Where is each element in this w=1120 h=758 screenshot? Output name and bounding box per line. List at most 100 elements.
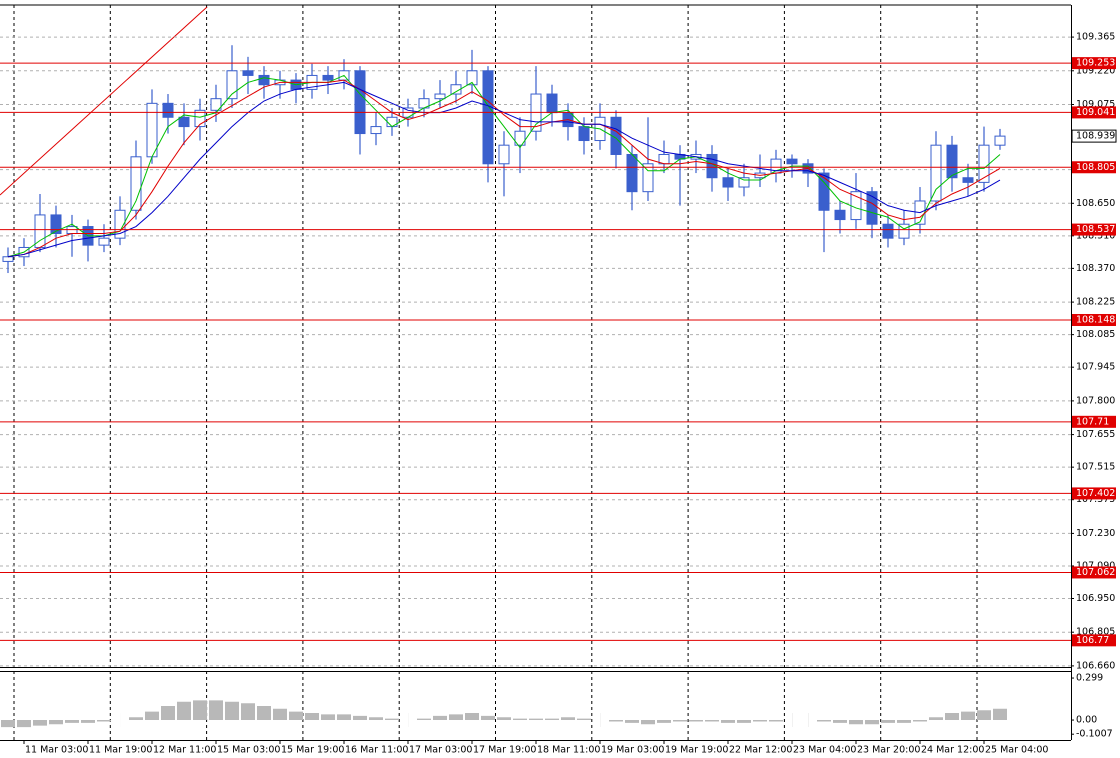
level-label-box [1072,223,1116,236]
y-tick-label: 109.075 [1076,99,1115,110]
x-tick-label: 24 Mar 12:00 [921,745,984,756]
candle-body [642,163,654,193]
candle-body [722,177,734,188]
candle-body [258,74,270,86]
level-label: 106.77 [1076,635,1109,646]
candle-body [866,191,878,225]
y-tick-label: -0.1007 [1076,729,1113,740]
level-label-box [1072,566,1116,579]
level-label: 108.148 [1076,314,1115,325]
candle-body [146,102,158,158]
x-tick-label: 19 Mar 03:00 [601,745,664,756]
candle-body [978,144,990,183]
candle-body [786,158,798,165]
y-tick-label: 107.655 [1076,429,1115,440]
candle-body [226,70,238,100]
level-label: 107.402 [1076,488,1115,499]
last-price-box [1071,129,1117,143]
candle-body [546,93,558,114]
level-label-box [1072,634,1116,647]
y-tick-label: 109.365 [1076,32,1115,43]
moving-average [7,74,1001,258]
level-label-box [1072,313,1116,326]
last-price-label: 108.939 [1076,131,1115,142]
candle-body [178,116,190,128]
candle-body [354,70,366,135]
x-tick-label: 17 Mar 19:00 [473,745,536,756]
y-tick-label: 107.090 [1076,560,1115,571]
candle-body [130,156,142,211]
moving-average [7,79,1001,258]
candle-body [898,223,910,239]
candle-body [370,126,382,135]
y-tick-label: 108.370 [1076,263,1115,274]
x-tick-label: 11 Mar 03:00 [25,745,88,756]
candle-body [242,70,254,76]
candle-body [2,256,14,262]
candle-body [450,84,462,95]
y-tick-label: 108.650 [1076,198,1115,209]
candle-body [434,93,446,100]
candle-body [50,214,62,235]
candle-body [194,109,206,128]
y-tick-label: 0.299 [1076,673,1103,684]
candle-body [994,135,1006,146]
candle-body [834,209,846,221]
y-tick-label: 109.220 [1076,65,1115,76]
level-label: 107.71 [1076,416,1109,427]
candle-body [162,102,174,118]
x-tick-label: 12 Mar 11:00 [153,745,216,756]
y-tick-label: 0.00 [1076,715,1097,726]
x-tick-label: 25 Mar 04:00 [985,745,1048,756]
x-tick-label: 23 Mar 04:00 [793,745,856,756]
candle-body [930,144,942,202]
y-tick-label: 108.225 [1076,297,1115,308]
level-label: 109.253 [1076,58,1115,69]
level-label-box [1072,415,1116,428]
candle-body [962,177,974,183]
y-tick-label: 108.085 [1076,329,1115,340]
x-tick-label: 11 Mar 19:00 [89,745,152,756]
candle-body [482,70,494,165]
y-tick-label: 108.510 [1076,230,1115,241]
candle-body [498,144,510,165]
candle-body [882,223,894,239]
candle-body [98,237,110,246]
y-tick-label: 107.945 [1076,362,1115,373]
candle-body [386,116,398,128]
level-label: 107.062 [1076,567,1115,578]
y-tick-label: 107.800 [1076,395,1115,406]
x-tick-label: 15 Mar 19:00 [281,745,344,756]
vertical-grid [13,5,978,740]
trend-line [0,6,208,196]
y-tick-label: 106.950 [1076,593,1115,604]
x-tick-label: 23 Mar 20:00 [857,745,920,756]
level-label-box [1072,57,1116,70]
level-label-box [1072,106,1116,119]
y-tick-label: 107.230 [1076,528,1115,539]
candle-body [210,98,222,111]
candle-body [466,70,478,86]
x-tick-label: 18 Mar 11:00 [537,745,600,756]
x-tick-label: 22 Mar 12:00 [729,745,792,756]
level-label: 109.041 [1076,107,1115,118]
candle-body [578,126,590,142]
y-tick-label: 106.805 [1076,627,1115,638]
x-tick-label: 19 Mar 19:00 [665,745,728,756]
x-tick-label: 16 Mar 11:00 [345,745,408,756]
level-label: 108.805 [1076,162,1115,173]
x-tick-label: 15 Mar 03:00 [217,745,280,756]
candle-body [322,74,334,81]
candle-body [514,130,526,146]
candle-body [706,153,718,179]
y-tick-label: 107.375 [1076,494,1115,505]
y-tick-label: 106.660 [1076,660,1115,671]
level-label: 108.537 [1076,224,1115,235]
x-tick-label: 17 Mar 03:00 [409,745,472,756]
candle-body [738,177,750,188]
candle-body [626,153,638,193]
level-label-box [1072,487,1116,500]
level-label-box [1072,161,1116,174]
y-tick-label: 107.515 [1076,462,1115,473]
